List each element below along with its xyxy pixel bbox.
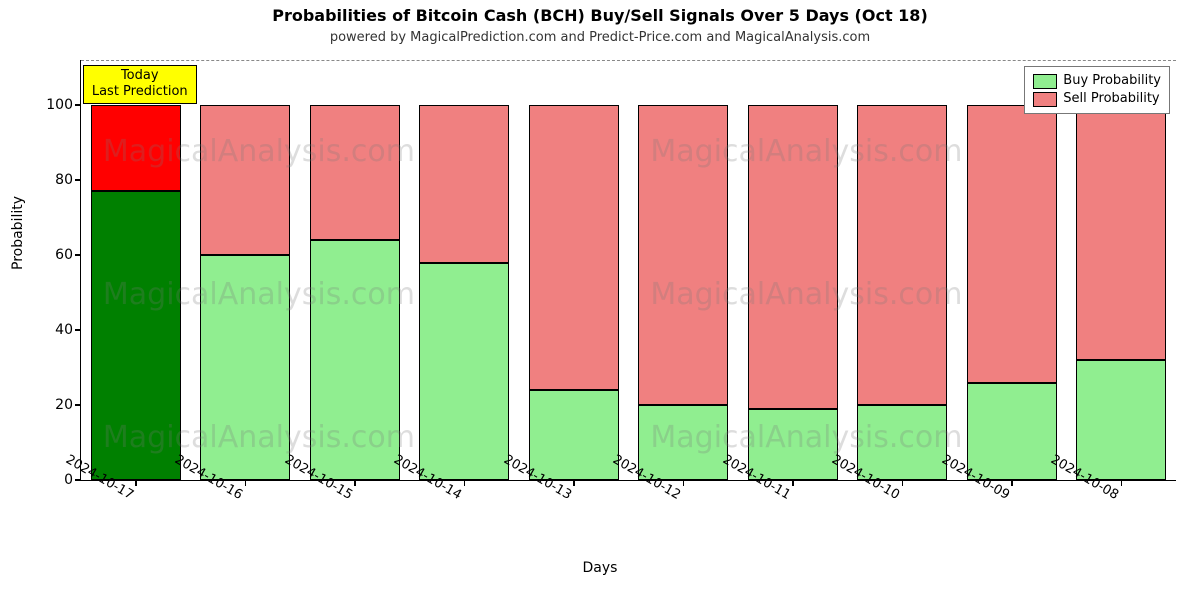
buy-bar — [419, 263, 509, 481]
buy-bar — [967, 383, 1057, 481]
x-tick-mark — [683, 480, 685, 486]
buy-bar — [91, 191, 181, 480]
x-tick-mark — [1011, 480, 1013, 486]
legend-row-sell: Sell Probability — [1033, 90, 1161, 108]
bar-group — [200, 105, 290, 480]
y-tick-label: 60 — [33, 247, 81, 263]
x-tick-mark — [573, 480, 575, 486]
buy-bar — [200, 255, 290, 480]
x-tick-mark — [135, 480, 137, 486]
sell-bar — [200, 105, 290, 255]
chart-title: Probabilities of Bitcoin Cash (BCH) Buy/… — [0, 6, 1200, 25]
bar-group — [419, 105, 509, 480]
annotation-line-2: Last Prediction — [92, 84, 188, 100]
bar-group — [1076, 105, 1166, 480]
buy-bar — [529, 390, 619, 480]
buy-bar — [748, 409, 838, 480]
y-tick-label: 20 — [33, 397, 81, 413]
buy-bar — [638, 405, 728, 480]
bar-group — [529, 105, 619, 480]
x-tick-mark — [354, 480, 356, 486]
legend-swatch-sell — [1033, 92, 1057, 107]
y-axis-label: Probability — [10, 196, 26, 270]
legend-swatch-buy — [1033, 74, 1057, 89]
x-tick-mark — [792, 480, 794, 486]
bar-group — [310, 105, 400, 480]
sell-bar — [419, 105, 509, 263]
sell-bar — [310, 105, 400, 240]
sell-bar — [1076, 105, 1166, 360]
chart-container: Probabilities of Bitcoin Cash (BCH) Buy/… — [0, 0, 1200, 600]
bar-group — [638, 105, 728, 480]
sell-bar — [638, 105, 728, 405]
x-tick-mark — [1121, 480, 1123, 486]
legend: Buy ProbabilitySell Probability — [1024, 66, 1170, 114]
bar-group — [748, 105, 838, 480]
bar-group — [857, 105, 947, 480]
bar-group — [91, 105, 181, 480]
x-tick-mark — [464, 480, 466, 486]
annotation-line-1: Today — [92, 68, 188, 84]
legend-label-buy: Buy Probability — [1063, 72, 1161, 90]
y-tick-label: 0 — [33, 472, 81, 488]
y-tick-label: 100 — [33, 97, 81, 113]
buy-bar — [310, 240, 400, 480]
y-tick-label: 80 — [33, 172, 81, 188]
sell-bar — [529, 105, 619, 390]
chart-subtitle: powered by MagicalPrediction.com and Pre… — [0, 30, 1200, 45]
buy-bar — [857, 405, 947, 480]
sell-bar — [91, 105, 181, 191]
x-tick-mark — [902, 480, 904, 486]
sell-bar — [857, 105, 947, 405]
sell-bar — [748, 105, 838, 409]
sell-bar — [967, 105, 1057, 383]
bar-group — [967, 105, 1057, 480]
legend-row-buy: Buy Probability — [1033, 72, 1161, 90]
today-annotation: TodayLast Prediction — [83, 65, 197, 104]
bars-layer — [81, 60, 1176, 480]
y-tick-label: 40 — [33, 322, 81, 338]
buy-bar — [1076, 360, 1166, 480]
x-tick-mark — [245, 480, 247, 486]
legend-label-sell: Sell Probability — [1063, 90, 1159, 108]
x-axis-label: Days — [0, 560, 1200, 576]
plot-area: 0204060801002024-10-172024-10-162024-10-… — [80, 60, 1176, 481]
